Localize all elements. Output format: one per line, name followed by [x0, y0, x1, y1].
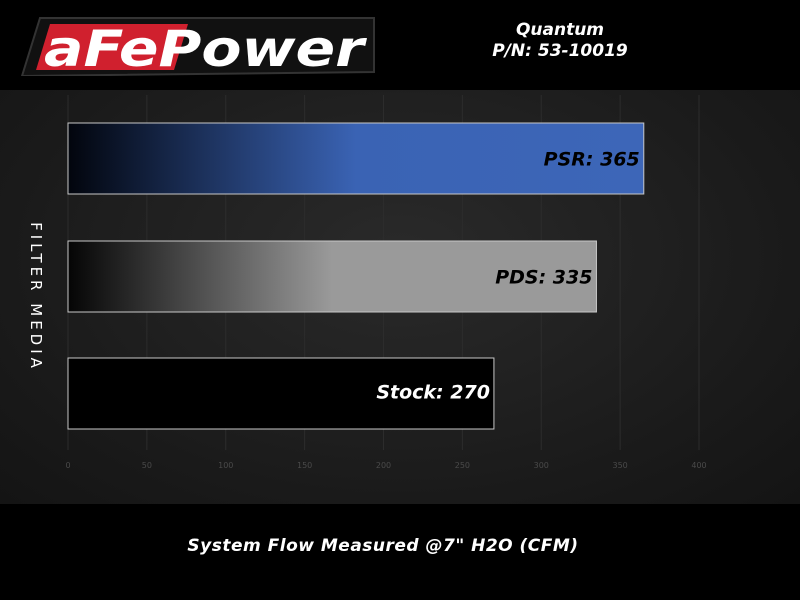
- x-tick-label: 400: [691, 461, 706, 470]
- x-tick-label: 350: [612, 461, 627, 470]
- product-info: Quantum P/N: 53-10019: [440, 20, 680, 62]
- x-tick-label: 0: [65, 461, 70, 470]
- bar-stock: [67, 357, 495, 430]
- header: aFePower Quantum P/N: 53-10019: [0, 0, 800, 90]
- x-tick-label: 100: [218, 461, 233, 470]
- afe-power-logo: aFePower: [20, 17, 375, 76]
- x-tick-label: 150: [297, 461, 312, 470]
- svg-text:aFePower: aFePower: [44, 20, 368, 76]
- y-axis-label: FILTER MEDIA: [27, 222, 45, 372]
- x-tick-label: 300: [534, 461, 549, 470]
- data-label: PSR: 365: [544, 149, 640, 171]
- data-label: PDS: 335: [495, 267, 592, 289]
- footer: [0, 504, 800, 600]
- x-axis-label: System Flow Measured @7" H2O (CFM): [187, 536, 579, 556]
- x-tick-label: 50: [142, 461, 152, 470]
- data-label: Stock: 270: [376, 382, 490, 404]
- bar-pds: [67, 240, 597, 313]
- x-tick-label: 200: [376, 461, 391, 470]
- x-tick-label: 250: [455, 461, 470, 470]
- product-name: Quantum: [515, 20, 605, 40]
- bar-psr: [67, 122, 645, 195]
- part-number: P/N: 53-10019: [492, 41, 628, 61]
